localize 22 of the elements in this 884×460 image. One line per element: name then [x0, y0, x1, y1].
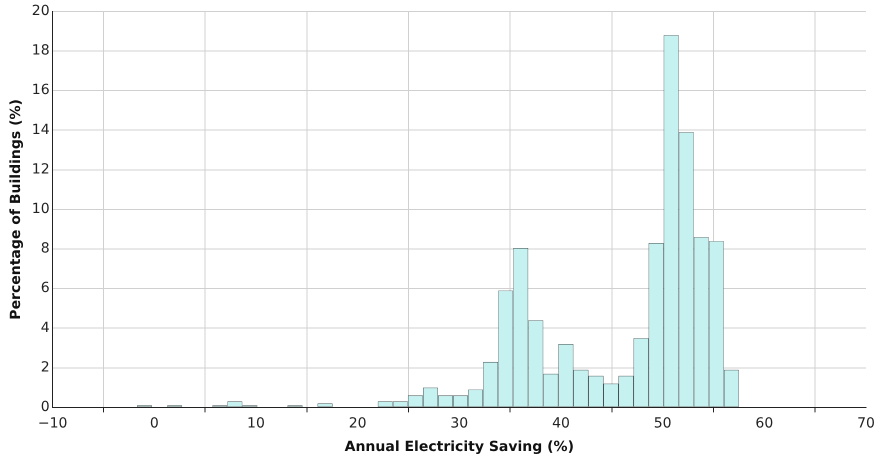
x-tick-label: 60 — [755, 415, 774, 432]
x-tick-label: 70 — [857, 415, 875, 432]
x-tick-label: 10 — [247, 415, 265, 432]
y-tick-label: 16 — [32, 82, 50, 98]
x-axis-title: Annual Electricity Saving (%) — [344, 439, 574, 456]
y-tick-label: 18 — [32, 42, 50, 59]
y-tick-label: 6 — [40, 280, 50, 296]
y-tick-label: 20 — [32, 3, 50, 20]
x-tick-label: 20 — [348, 415, 367, 432]
x-tick-label: −10 — [38, 415, 68, 432]
x-tick-label: 0 — [150, 415, 159, 432]
y-tick-label: 8 — [40, 240, 50, 257]
x-tick-label: 30 — [450, 415, 468, 432]
x-tick-label: 50 — [654, 415, 672, 432]
y-tick-label: 10 — [32, 201, 50, 218]
y-axis-title: Percentage of Buildings (%) — [8, 99, 24, 320]
y-tick-label: 4 — [40, 320, 50, 336]
y-tick-label: 14 — [32, 122, 50, 138]
y-tick-label: 2 — [40, 359, 50, 376]
x-tick-label: 40 — [552, 415, 570, 432]
y-tick-label: 0 — [40, 399, 50, 416]
y-tick-label: 12 — [32, 161, 50, 178]
